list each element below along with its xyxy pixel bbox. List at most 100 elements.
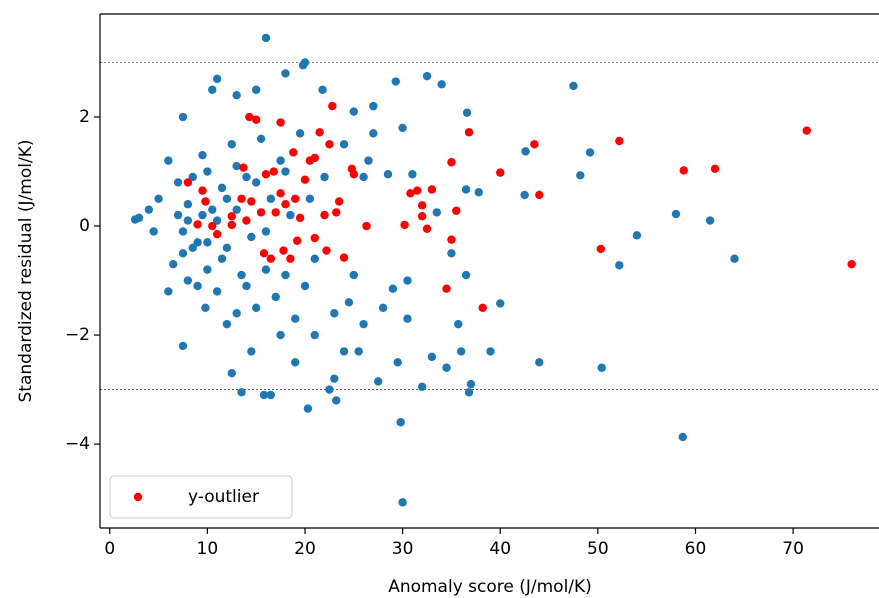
point — [295, 213, 305, 223]
point — [173, 178, 183, 187]
point — [447, 158, 456, 167]
point — [281, 69, 290, 78]
point — [520, 190, 529, 200]
point — [332, 208, 341, 217]
point — [164, 156, 173, 165]
point — [276, 156, 285, 165]
point — [261, 170, 271, 179]
point — [198, 210, 207, 220]
point — [427, 185, 437, 194]
point — [364, 156, 373, 165]
point — [247, 347, 256, 356]
point — [149, 227, 158, 236]
point — [173, 210, 183, 220]
point — [417, 382, 427, 392]
point — [281, 167, 290, 176]
point — [447, 249, 456, 258]
point — [388, 284, 398, 293]
point — [237, 270, 246, 280]
point — [183, 276, 193, 285]
point — [251, 178, 261, 187]
point — [427, 352, 437, 362]
point — [300, 281, 310, 291]
point — [359, 319, 368, 329]
point — [802, 126, 811, 135]
x-axis-label: Anomaly score (J/mol/K) — [388, 577, 592, 597]
point — [193, 238, 202, 247]
point — [242, 281, 251, 291]
point — [393, 358, 402, 367]
point — [227, 140, 236, 149]
point — [332, 396, 341, 405]
point — [339, 140, 349, 149]
x-tick-label: 40 — [489, 539, 511, 559]
point — [286, 254, 295, 263]
point — [632, 231, 642, 240]
point — [266, 390, 276, 400]
point — [730, 254, 739, 263]
x-tick-label: 30 — [392, 539, 414, 559]
point — [310, 330, 319, 340]
point — [259, 249, 269, 258]
point — [227, 369, 236, 378]
point — [398, 123, 407, 133]
point — [408, 170, 417, 179]
legend-marker — [133, 492, 143, 502]
point — [281, 270, 290, 280]
point — [462, 108, 472, 117]
point — [251, 85, 261, 94]
point — [359, 172, 368, 182]
point — [154, 194, 163, 203]
point — [183, 178, 193, 187]
y-tick-label: −4 — [65, 434, 90, 454]
point — [266, 194, 276, 203]
point — [222, 243, 232, 253]
point — [369, 101, 378, 111]
point — [247, 197, 256, 206]
point — [349, 107, 359, 116]
point — [318, 85, 327, 94]
point — [289, 148, 298, 157]
point — [227, 220, 236, 230]
y-tick-label: −2 — [65, 325, 90, 345]
point — [212, 216, 222, 225]
point — [705, 216, 715, 225]
point — [178, 227, 188, 236]
point — [261, 265, 271, 274]
point — [183, 200, 193, 209]
point — [212, 287, 222, 296]
point — [232, 205, 241, 214]
point — [447, 235, 456, 244]
point — [222, 194, 232, 203]
point — [178, 249, 188, 258]
point — [203, 238, 212, 247]
point — [212, 230, 222, 239]
point — [178, 112, 188, 122]
point — [208, 205, 217, 214]
point — [398, 498, 407, 507]
point — [201, 197, 210, 206]
point — [442, 363, 451, 372]
point — [464, 128, 474, 137]
point — [144, 205, 154, 214]
point — [320, 210, 329, 220]
point — [315, 128, 324, 137]
point — [362, 221, 371, 231]
point — [178, 341, 188, 351]
point — [281, 200, 290, 209]
legend-label: y-outlier — [188, 487, 259, 507]
point — [454, 319, 463, 329]
point — [349, 270, 359, 280]
point — [259, 390, 269, 400]
point — [130, 215, 140, 224]
point — [217, 254, 227, 263]
point — [349, 170, 359, 179]
point — [217, 183, 227, 193]
point — [303, 404, 313, 413]
x-tick-label: 10 — [197, 539, 219, 559]
point — [198, 186, 207, 195]
point — [374, 377, 383, 386]
point — [330, 309, 339, 318]
point — [400, 220, 409, 230]
point — [847, 259, 856, 269]
